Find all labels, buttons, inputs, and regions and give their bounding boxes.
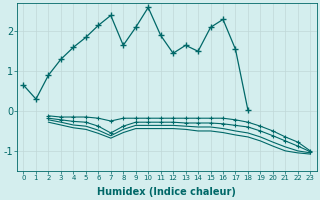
X-axis label: Humidex (Indice chaleur): Humidex (Indice chaleur): [98, 187, 236, 197]
